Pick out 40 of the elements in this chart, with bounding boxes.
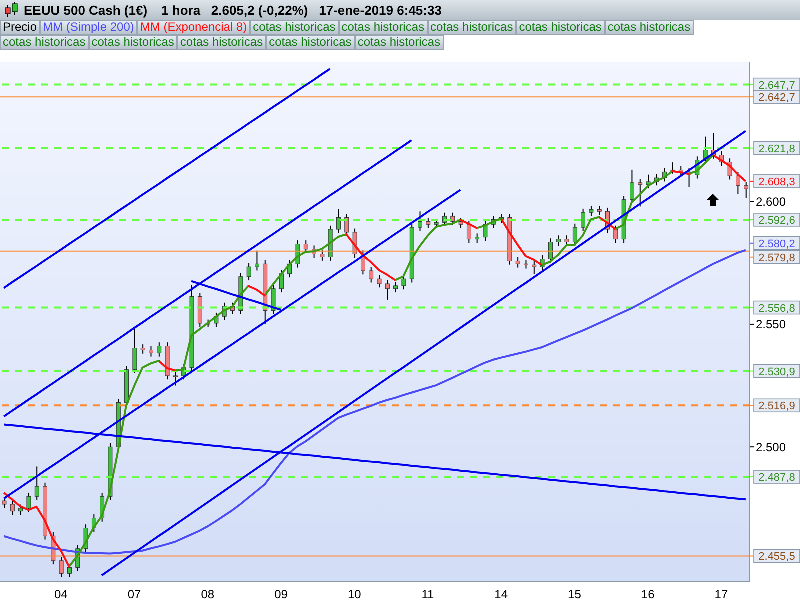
x-tick-label: 14 <box>494 588 508 600</box>
chart-title: EEUU 500 Cash (1€) <box>24 2 148 18</box>
x-tick-label: 16 <box>641 588 656 600</box>
x-tick-label: 09 <box>274 588 288 600</box>
text: cotas historicas <box>266 35 355 50</box>
ref-line-label: 2.642,7 <box>758 92 796 104</box>
ref-line-label: 2.516,9 <box>758 400 796 413</box>
text: cotas historicas <box>338 20 428 35</box>
text: cotas historicas <box>604 20 694 35</box>
x-tick-label: 04 <box>54 588 68 600</box>
ref-line-label: 2.455,5 <box>758 551 796 564</box>
x-tick-label: 08 <box>201 588 215 600</box>
ref-line-label: 2.647,7 <box>758 80 796 92</box>
text: cotas historicas <box>250 20 339 35</box>
x-tick-label: 07 <box>128 588 142 600</box>
ref-line-label: 2.487,8 <box>758 472 796 484</box>
text: Precio <box>0 20 40 35</box>
x-tick-label: 15 <box>568 588 582 600</box>
chart-subtitle: 1 hora 2.605,2 (-0,22%) 17-ene-2019 6:45:33 <box>162 2 442 18</box>
x-tick-label: 17 <box>714 588 728 600</box>
ref-line-label: 2.556,8 <box>758 302 796 315</box>
y-tick-label: 2.600 <box>756 195 786 210</box>
text: cotas historicas <box>177 35 266 50</box>
x-tick-label: 10 <box>348 588 362 600</box>
text: cotas historicas <box>88 35 178 50</box>
data-label: 2.580,2 <box>758 238 796 250</box>
text: MM (Simple 200) <box>40 20 138 35</box>
text: cotas historicas <box>428 20 516 35</box>
text: cotas historicas <box>516 20 605 35</box>
y-tick-label: 2.550 <box>756 318 786 332</box>
data-label: 2.608,3 <box>758 176 796 188</box>
text: cotas historicas <box>0 35 89 50</box>
ref-line-label: 2.592,6 <box>758 214 796 227</box>
ref-line-label: 2.579,8 <box>758 252 796 264</box>
y-tick-label: 2.500 <box>756 440 786 454</box>
ref-line-label: 2.621,8 <box>758 143 796 156</box>
x-tick-label: 11 <box>422 588 435 600</box>
text: cotas historicas <box>354 35 444 50</box>
ref-line-label: 2.530,9 <box>758 366 796 378</box>
text: MM (Exponencial 8) <box>137 20 250 35</box>
